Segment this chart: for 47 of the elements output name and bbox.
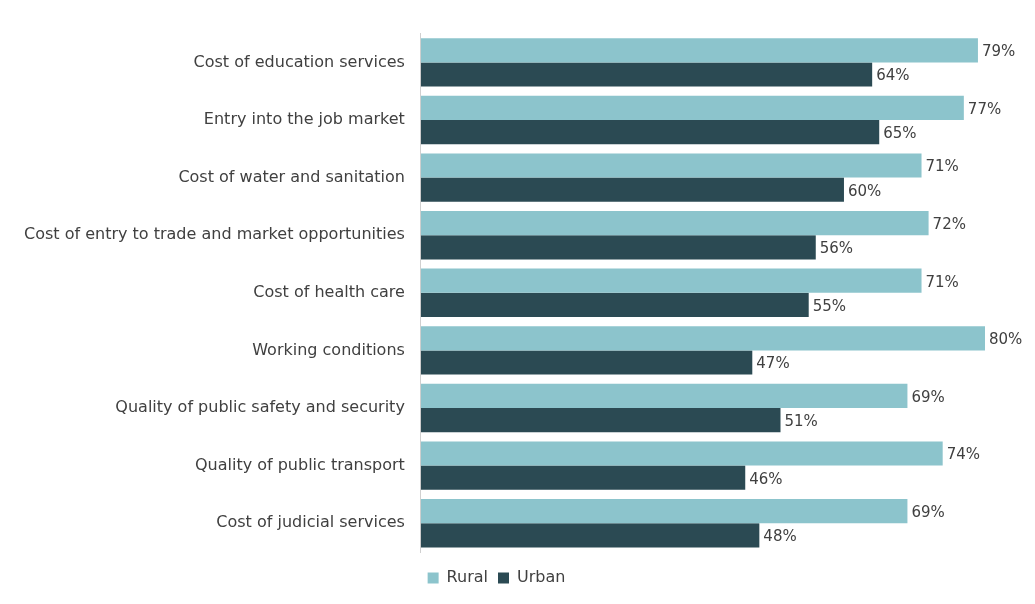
data-label: 65% bbox=[883, 123, 917, 142]
data-label: 69% bbox=[911, 387, 945, 406]
data-label: 80% bbox=[989, 330, 1023, 349]
y-tick-label: Entry into the job market bbox=[203, 109, 405, 129]
data-label: 79% bbox=[981, 42, 1016, 61]
bar bbox=[420, 523, 760, 548]
data-label: 48% bbox=[763, 527, 797, 546]
bar bbox=[420, 62, 873, 87]
data-label: 64% bbox=[876, 66, 910, 85]
y-tick-label: Cost of judicial services bbox=[216, 512, 405, 532]
bar bbox=[420, 211, 929, 236]
y-tick-label: Quality of public transport bbox=[194, 454, 405, 474]
bar bbox=[420, 441, 943, 466]
bar bbox=[420, 292, 809, 317]
data-label: 60% bbox=[847, 181, 882, 200]
data-label: 69% bbox=[911, 502, 945, 521]
data-label: 47% bbox=[756, 354, 790, 373]
bar bbox=[420, 383, 908, 408]
data-label: 77% bbox=[967, 99, 1002, 118]
data-label: 56% bbox=[819, 239, 854, 258]
bar bbox=[420, 38, 978, 63]
y-tick-label: Cost of entry to trade and market opportunities bbox=[23, 224, 405, 244]
bar bbox=[420, 326, 985, 351]
data-label: 71% bbox=[925, 272, 959, 291]
data-label: 46% bbox=[749, 469, 783, 488]
bar bbox=[420, 153, 922, 178]
legend-label: Urban bbox=[516, 567, 566, 587]
bar bbox=[420, 408, 781, 433]
y-tick-label: Quality of public safety and security bbox=[115, 397, 405, 417]
bar bbox=[420, 268, 922, 293]
data-label: 74% bbox=[946, 445, 981, 464]
y-tick-label: Working conditions bbox=[252, 339, 405, 359]
bar bbox=[420, 95, 964, 120]
legend-label: Rural bbox=[446, 567, 488, 587]
bar bbox=[420, 350, 753, 375]
bar bbox=[420, 120, 880, 145]
y-tick-label: Cost of health care bbox=[253, 281, 405, 301]
bar bbox=[420, 177, 844, 202]
data-label: 71% bbox=[925, 157, 959, 176]
bar bbox=[420, 499, 908, 524]
bar bbox=[420, 235, 816, 260]
y-tick-label: Cost of education services bbox=[193, 51, 405, 71]
data-label: 72% bbox=[932, 214, 966, 233]
data-label: 51% bbox=[784, 411, 818, 430]
y-tick-label: Cost of water and sanitation bbox=[178, 166, 405, 186]
bar bbox=[420, 465, 746, 490]
data-label: 55% bbox=[812, 296, 847, 315]
